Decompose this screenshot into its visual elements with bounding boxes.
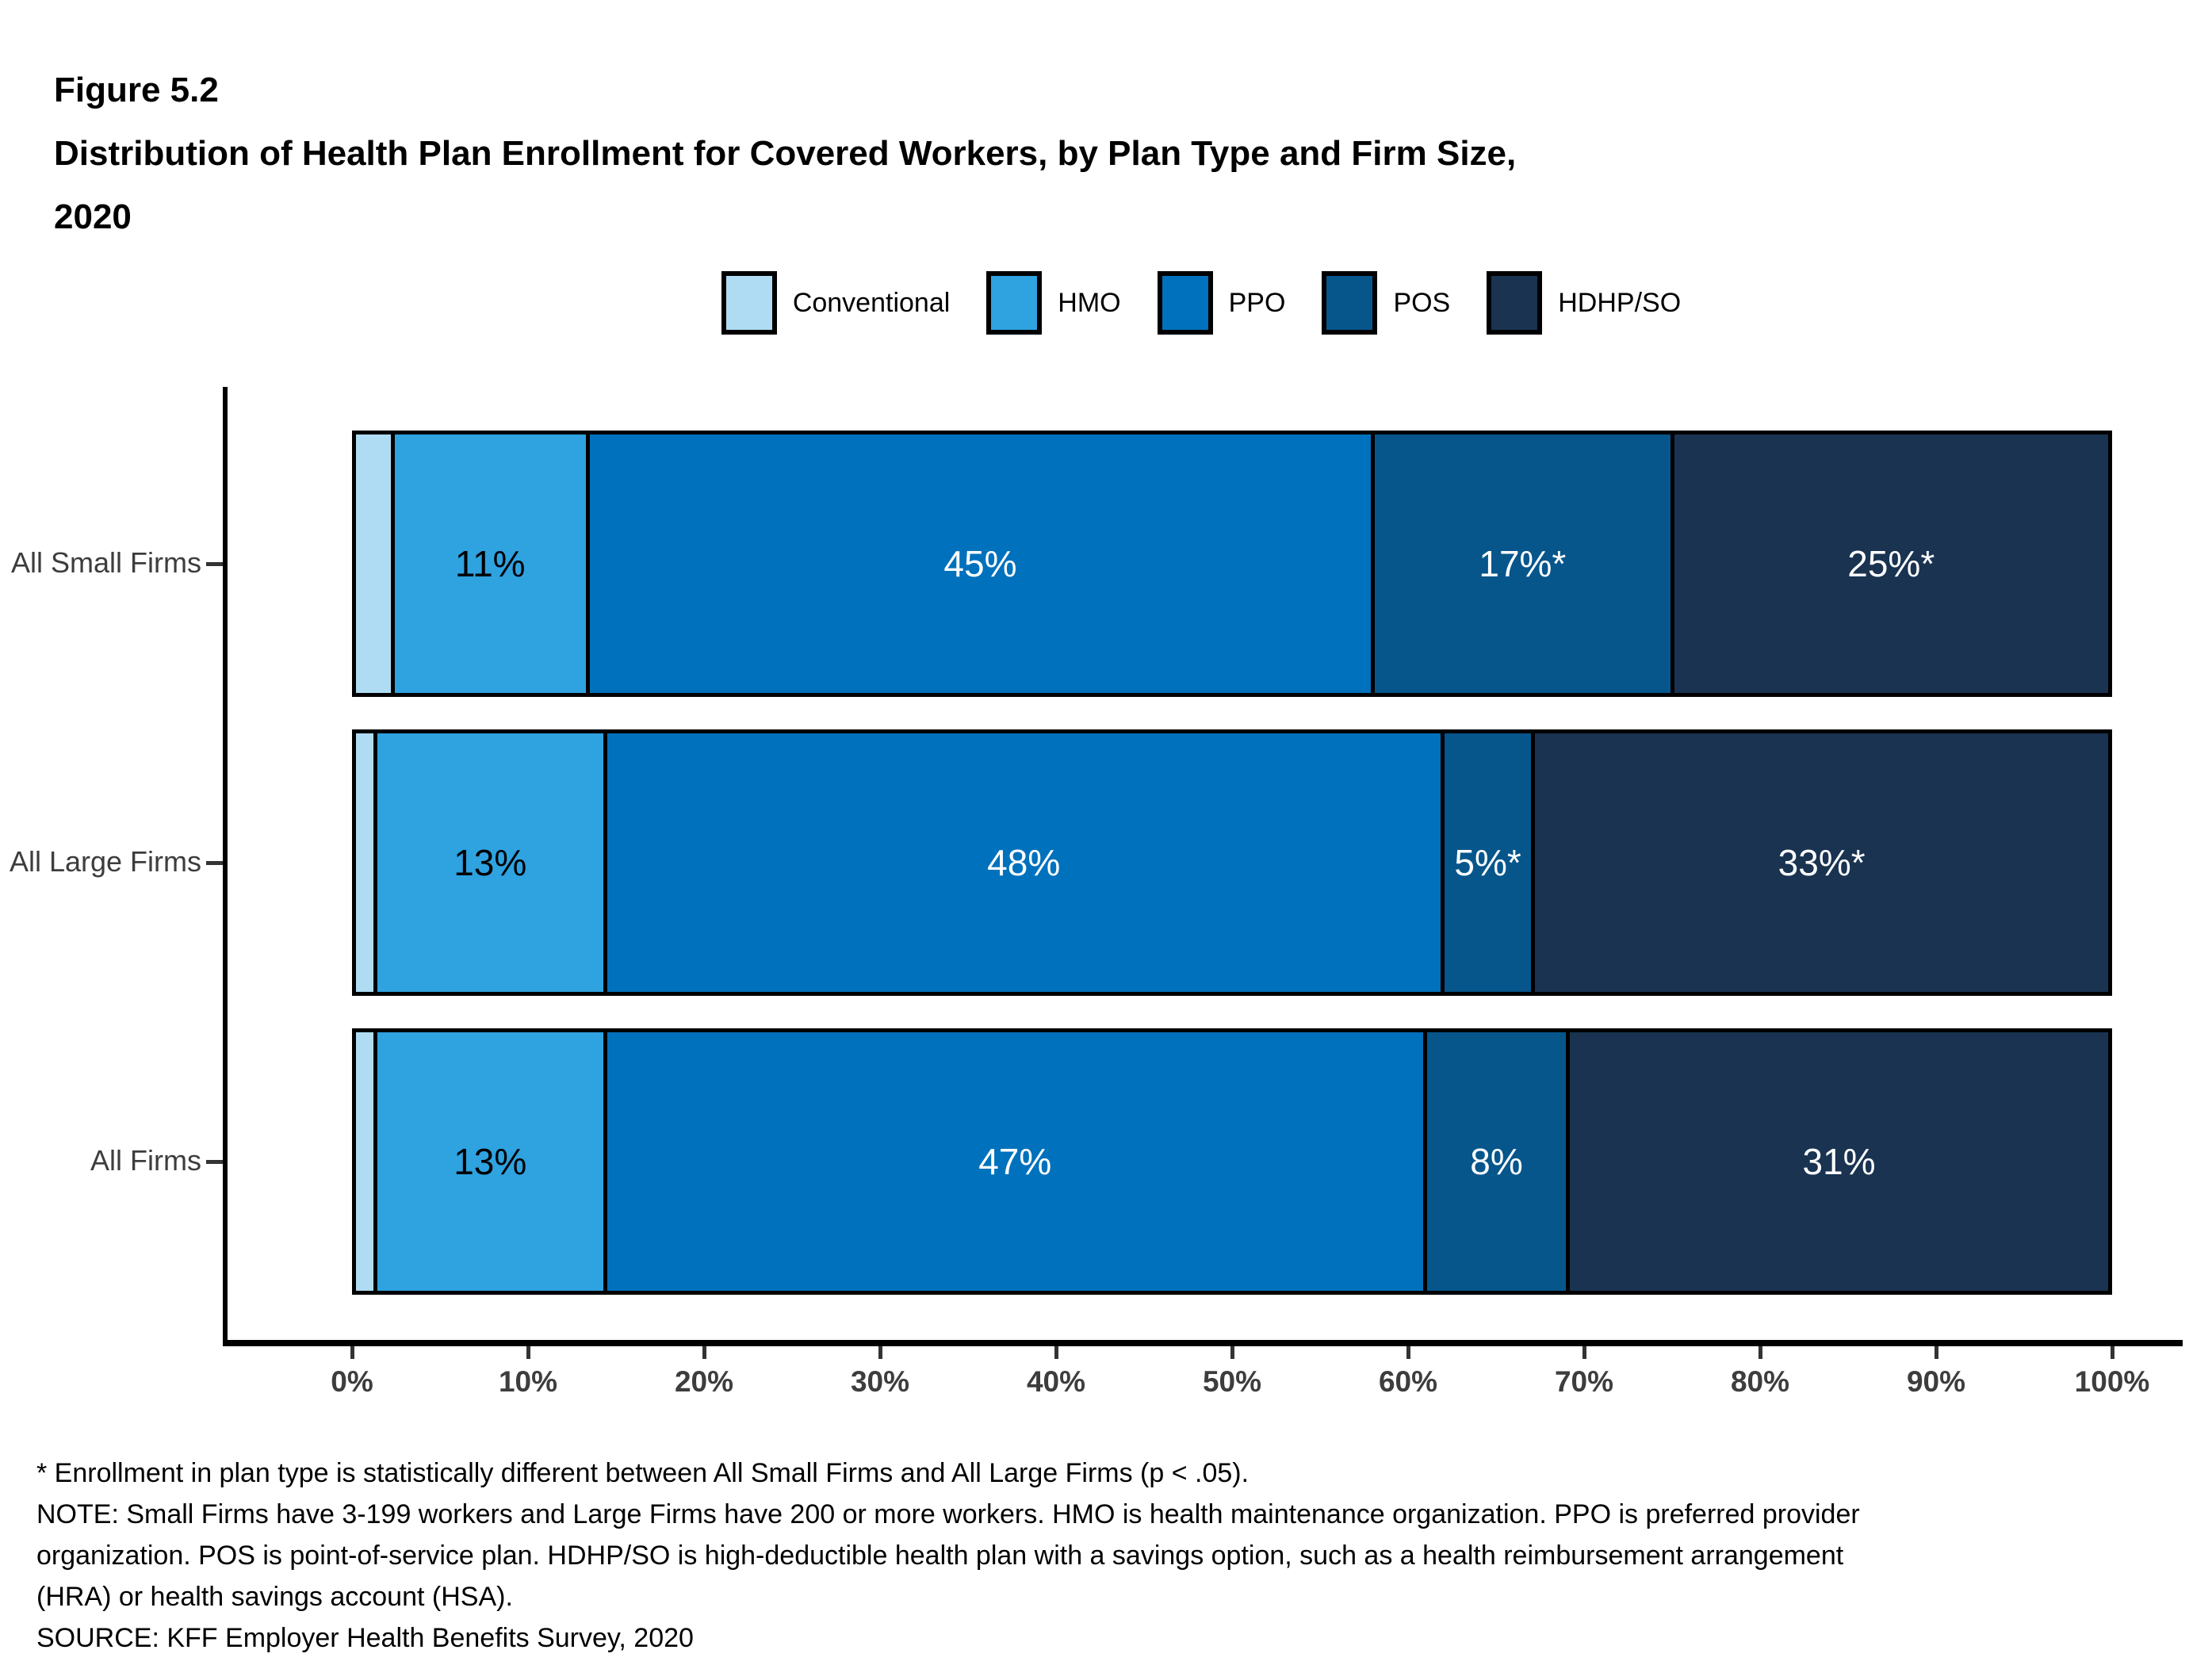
segment-ppo: 45% [589,434,1376,693]
bar-all-firms: 13% 47% 8% 31% [352,1028,2112,1295]
x-axis-tick-label: 90% [1906,1365,1966,1398]
segment-pos: 5%* [1444,733,1536,992]
footnote-significance: * Enrollment in plan type is statistical… [36,1458,1250,1488]
title-block: Figure 5.2 Distribution of Health Plan E… [54,59,1516,249]
x-axis-tick [878,1346,882,1359]
y-axis-tick [206,562,223,566]
x-axis-tick-label: 10% [498,1365,558,1398]
x-axis-tick [1759,1346,1762,1359]
footnote-note-3: (HRA) or health savings account (HSA). [36,1582,513,1612]
page-title: Distribution of Health Plan Enrollment f… [54,134,1517,173]
legend-label: Conventional [792,287,951,318]
segment-value-label: 5%* [1454,842,1521,883]
x-axis-tick [702,1346,706,1359]
legend-item-hmo: HMO [986,271,1121,335]
footnote-note-1: NOTE: Small Firms have 3-199 workers and… [36,1499,1860,1529]
segment-value-label: 47% [978,1141,1052,1182]
x-axis-tick [1406,1346,1410,1359]
x-axis-tick [526,1346,530,1359]
segment-value-label: 31% [1802,1141,1876,1182]
x-axis-tick-label: 40% [1026,1365,1086,1398]
legend-item-conventional: Conventional [721,271,950,335]
legend-label: HDHP/SO [1558,287,1682,318]
segment-ppo: 48% [607,733,1445,992]
legend-swatch-icon [1157,271,1213,335]
legend-label: POS [1393,287,1451,318]
x-axis-tick-label: 100% [2074,1365,2150,1398]
segment-hmo: 13% [377,1032,607,1291]
footnotes: * Enrollment in plan type is statistical… [36,1453,2185,1659]
segment-value-label: 33%* [1778,842,1866,883]
y-axis-line [223,387,228,1346]
x-axis-tick-label: 20% [674,1365,734,1398]
bar-all-small-firms: 11% 45% 17%* 25%* [352,431,2112,697]
y-axis-label-all-firms: All Firms [90,1144,201,1177]
segment-pos: 17%* [1375,434,1674,693]
y-axis-tick [206,1160,223,1164]
segment-conventional [356,434,395,693]
x-axis-tick-label: 30% [850,1365,910,1398]
legend: Conventional HMO PPO POS HDHP/SO [226,270,2176,336]
segment-value-label: 48% [987,842,1061,883]
y-axis-tick [206,861,223,865]
legend-item-hdhp-so: HDHP/SO [1487,271,1681,335]
x-axis-tick [350,1346,354,1359]
segment-pos: 8% [1426,1032,1571,1291]
segment-value-label: 17%* [1479,543,1567,584]
legend-swatch-icon [1487,271,1543,335]
x-axis-tick-label: 50% [1202,1365,1262,1398]
segment-value-label: 13% [453,1141,527,1182]
x-axis-tick [1054,1346,1058,1359]
x-axis-tick [1230,1346,1234,1359]
x-axis-tick-label: 60% [1378,1365,1438,1398]
legend-label: PPO [1228,287,1286,318]
x-axis-line [223,1340,2183,1346]
legend-swatch-icon [721,271,777,335]
legend-item-pos: POS [1322,271,1450,335]
segment-value-label: 25%* [1847,543,1935,584]
segment-ppo: 47% [607,1032,1427,1291]
segment-value-label: 13% [453,842,527,883]
x-axis-tick-label: 80% [1730,1365,1790,1398]
segment-conventional [356,1032,377,1291]
x-axis-tick [2111,1346,2114,1359]
segment-value-label: 11% [454,543,526,584]
y-axis-label-all-small-firms: All Small Firms [11,546,201,579]
x-axis-tick [1582,1346,1586,1359]
page-title-year: 2020 [54,197,132,236]
segment-hdhp-so: 31% [1570,1032,2109,1291]
x-axis-tick-label: 0% [331,1365,373,1398]
bar-all-large-firms: 13% 48% 5%* 33%* [352,729,2112,996]
legend-swatch-icon [986,271,1043,335]
legend-swatch-icon [1322,271,1378,335]
segment-value-label: 45% [943,543,1017,584]
x-axis-tick [1935,1346,1938,1359]
footnote-source: SOURCE: KFF Employer Health Benefits Sur… [36,1623,694,1653]
segment-conventional [356,733,377,992]
legend-label: HMO [1058,287,1121,318]
legend-item-ppo: PPO [1157,271,1286,335]
y-axis-label-all-large-firms: All Large Firms [9,845,201,878]
footnote-note-2: organization. POS is point-of-service pl… [36,1541,1844,1571]
segment-hdhp-so: 25%* [1674,434,2108,693]
figure-label: Figure 5.2 [54,71,219,109]
x-axis-tick-label: 70% [1554,1365,1614,1398]
segment-value-label: 8% [1470,1141,1523,1182]
segment-hmo: 11% [394,434,590,693]
segment-hdhp-so: 33%* [1535,733,2109,992]
segment-hmo: 13% [377,733,607,992]
